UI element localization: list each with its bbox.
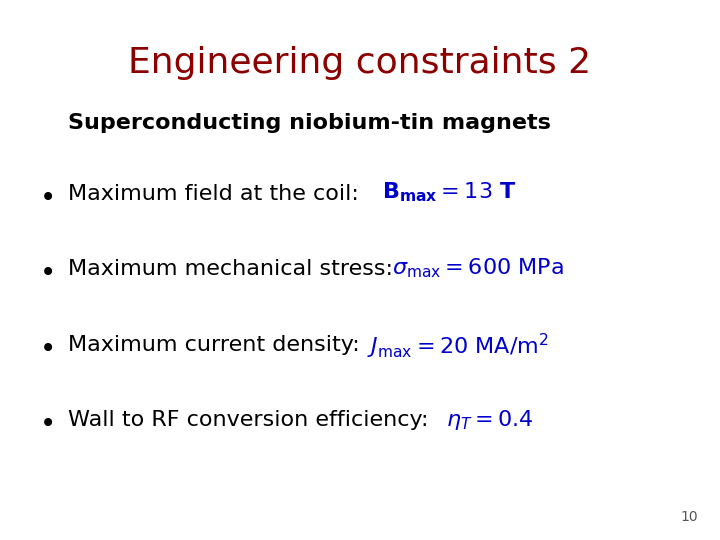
Text: Maximum mechanical stress:: Maximum mechanical stress: — [68, 259, 393, 279]
Text: Superconducting niobium-tin magnets: Superconducting niobium-tin magnets — [68, 113, 552, 133]
Text: Maximum field at the coil:: Maximum field at the coil: — [68, 184, 359, 204]
Text: Wall to RF conversion efficiency:: Wall to RF conversion efficiency: — [68, 410, 429, 430]
Text: $J_{\mathrm{max}} = 20\ \mathrm{MA/m}^2$: $J_{\mathrm{max}} = 20\ \mathrm{MA/m}^2$ — [367, 332, 549, 361]
Text: •: • — [40, 259, 56, 287]
Text: $\mathbf{B}_{\mathbf{max}} = 13\ \mathbf{T}$: $\mathbf{B}_{\mathbf{max}} = 13\ \mathbf… — [382, 181, 516, 205]
Text: 10: 10 — [681, 510, 698, 524]
Text: •: • — [40, 335, 56, 363]
Text: •: • — [40, 184, 56, 212]
Text: Maximum current density:: Maximum current density: — [68, 335, 360, 355]
Text: •: • — [40, 410, 56, 438]
Text: $\eta_T = 0.4$: $\eta_T = 0.4$ — [446, 408, 534, 431]
Text: $\sigma_{\mathrm{max}} = 600\ \mathrm{MPa}$: $\sigma_{\mathrm{max}} = 600\ \mathrm{MP… — [392, 256, 564, 280]
Text: Engineering constraints 2: Engineering constraints 2 — [128, 46, 592, 80]
